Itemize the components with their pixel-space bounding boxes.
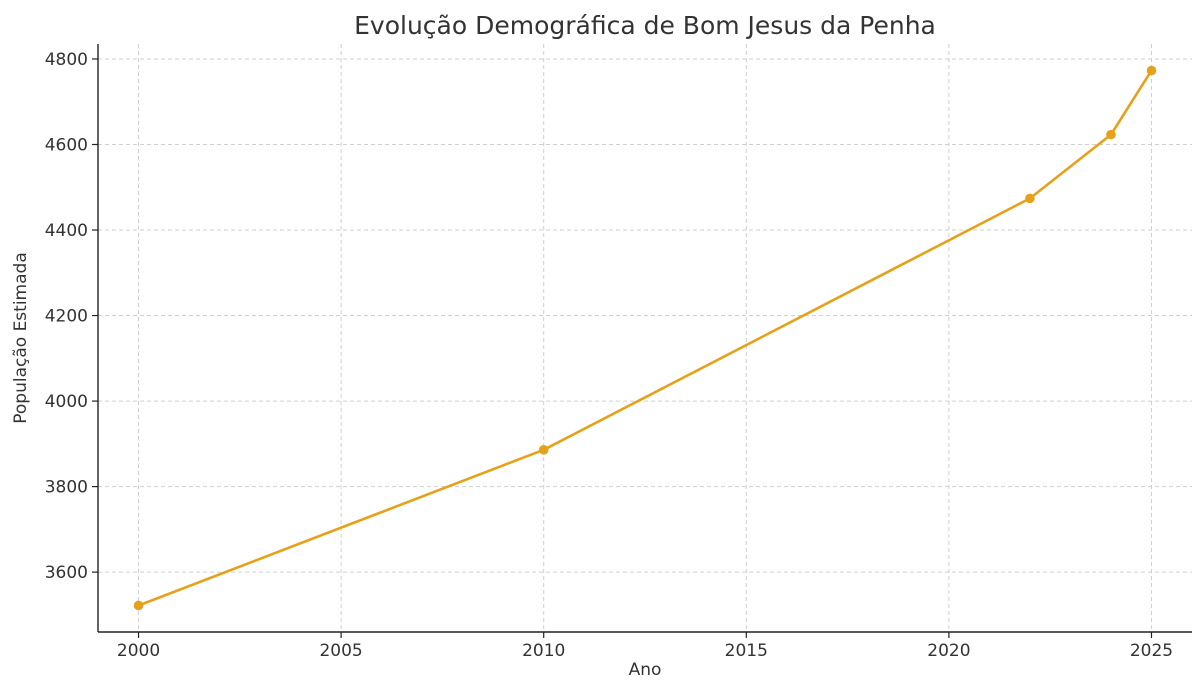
y-tick-label: 3800 — [45, 478, 88, 498]
data-point — [133, 600, 144, 611]
x-tick-label: 2010 — [522, 641, 565, 661]
axes — [97, 44, 1192, 633]
y-tick-label: 4600 — [45, 135, 88, 155]
y-tick-label: 4000 — [45, 392, 88, 412]
data-point — [538, 445, 549, 455]
x-tick-label: 2000 — [117, 641, 160, 661]
data-point — [1025, 193, 1035, 204]
y-axis-title: População Estimada — [11, 252, 31, 424]
y-tick-label: 4200 — [45, 307, 88, 327]
x-axis-title: Ano — [629, 660, 662, 680]
y-tick-label: 3600 — [45, 563, 88, 583]
x-tick-label: 2005 — [319, 641, 362, 661]
series-line — [137, 69, 1153, 607]
series — [133, 65, 1157, 611]
x-tick-label: 2025 — [1130, 641, 1173, 661]
data-point — [1146, 65, 1157, 76]
data-point — [1106, 129, 1116, 140]
chart-title: Evolução Demográfica de Bom Jesus da Pen… — [354, 11, 936, 40]
ticks: 2000 2005 2010 2015 2020 2025 3600 3800 4000 4200… — [45, 50, 1173, 661]
grid — [98, 44, 1192, 632]
y-tick-label: 4800 — [45, 50, 88, 70]
x-tick-label: 2020 — [927, 641, 970, 661]
y-tick-label: 4400 — [45, 221, 88, 241]
x-tick-label: 2015 — [725, 641, 768, 661]
